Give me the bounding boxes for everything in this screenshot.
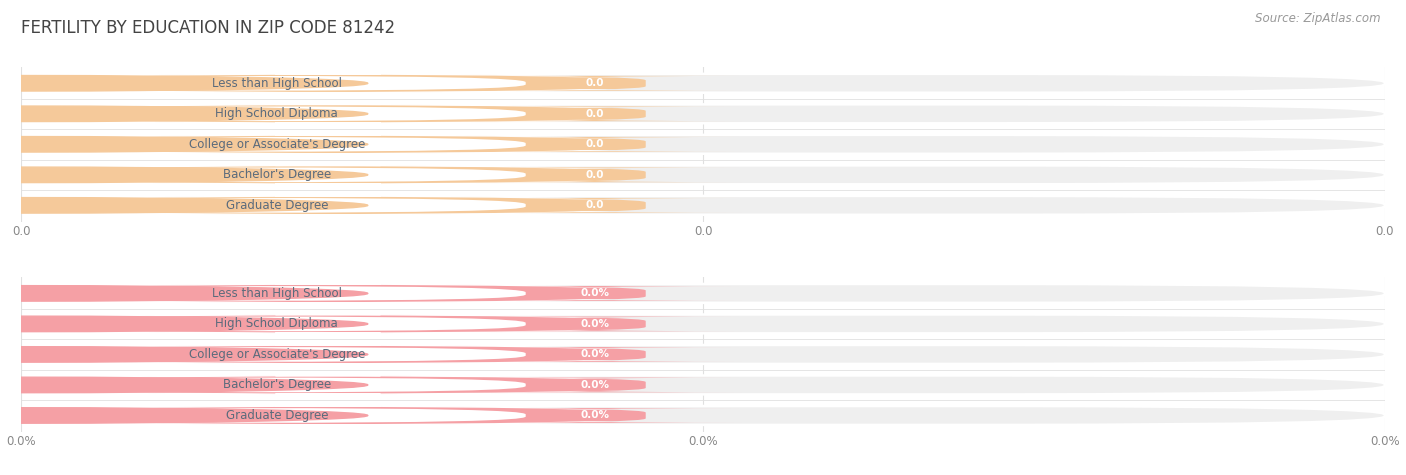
FancyBboxPatch shape — [21, 135, 636, 154]
FancyBboxPatch shape — [21, 196, 1385, 215]
FancyBboxPatch shape — [449, 198, 741, 213]
Text: College or Associate's Degree: College or Associate's Degree — [188, 138, 366, 151]
FancyBboxPatch shape — [28, 198, 526, 213]
FancyBboxPatch shape — [21, 376, 636, 394]
Text: Source: ZipAtlas.com: Source: ZipAtlas.com — [1256, 12, 1381, 25]
FancyBboxPatch shape — [28, 347, 526, 362]
Circle shape — [0, 76, 368, 91]
Circle shape — [0, 347, 368, 362]
Text: Graduate Degree: Graduate Degree — [225, 409, 328, 422]
FancyBboxPatch shape — [28, 106, 526, 121]
Text: 0.0: 0.0 — [585, 170, 603, 180]
FancyBboxPatch shape — [21, 284, 1385, 303]
Circle shape — [0, 408, 368, 423]
Text: Bachelor's Degree: Bachelor's Degree — [222, 168, 330, 181]
Text: 0.0: 0.0 — [585, 109, 603, 119]
FancyBboxPatch shape — [28, 378, 526, 392]
Circle shape — [0, 198, 368, 213]
FancyBboxPatch shape — [21, 165, 636, 184]
FancyBboxPatch shape — [449, 316, 741, 331]
Text: 0.0%: 0.0% — [581, 350, 609, 360]
Circle shape — [0, 136, 368, 152]
FancyBboxPatch shape — [449, 106, 741, 121]
Text: 0.0%: 0.0% — [581, 380, 609, 390]
FancyBboxPatch shape — [449, 378, 741, 392]
FancyBboxPatch shape — [28, 137, 526, 152]
Text: College or Associate's Degree: College or Associate's Degree — [188, 348, 366, 361]
FancyBboxPatch shape — [21, 165, 1385, 184]
Text: High School Diploma: High School Diploma — [215, 107, 339, 120]
FancyBboxPatch shape — [28, 286, 526, 301]
Text: High School Diploma: High School Diploma — [215, 317, 339, 331]
FancyBboxPatch shape — [21, 314, 636, 333]
FancyBboxPatch shape — [449, 137, 741, 152]
FancyBboxPatch shape — [28, 316, 526, 331]
Text: 0.0: 0.0 — [585, 139, 603, 149]
FancyBboxPatch shape — [21, 376, 1385, 394]
FancyBboxPatch shape — [21, 135, 1385, 154]
FancyBboxPatch shape — [21, 104, 636, 123]
Text: Less than High School: Less than High School — [212, 77, 342, 90]
FancyBboxPatch shape — [449, 347, 741, 362]
FancyBboxPatch shape — [21, 74, 636, 93]
FancyBboxPatch shape — [21, 74, 1385, 93]
Text: Less than High School: Less than High School — [212, 287, 342, 300]
FancyBboxPatch shape — [21, 406, 636, 425]
FancyBboxPatch shape — [28, 408, 526, 423]
Circle shape — [0, 377, 368, 393]
Text: 0.0: 0.0 — [585, 78, 603, 88]
FancyBboxPatch shape — [21, 345, 1385, 364]
FancyBboxPatch shape — [449, 76, 741, 91]
FancyBboxPatch shape — [21, 314, 1385, 333]
FancyBboxPatch shape — [449, 168, 741, 182]
Text: 0.0%: 0.0% — [581, 410, 609, 420]
Text: 0.0%: 0.0% — [581, 319, 609, 329]
FancyBboxPatch shape — [21, 196, 636, 215]
FancyBboxPatch shape — [21, 284, 636, 303]
Text: 0.0: 0.0 — [585, 200, 603, 210]
FancyBboxPatch shape — [449, 286, 741, 301]
Circle shape — [0, 285, 368, 301]
FancyBboxPatch shape — [449, 408, 741, 423]
Text: Bachelor's Degree: Bachelor's Degree — [222, 379, 330, 391]
Text: 0.0%: 0.0% — [581, 288, 609, 298]
Text: Graduate Degree: Graduate Degree — [225, 199, 328, 212]
Circle shape — [0, 316, 368, 332]
Text: FERTILITY BY EDUCATION IN ZIP CODE 81242: FERTILITY BY EDUCATION IN ZIP CODE 81242 — [21, 19, 395, 37]
FancyBboxPatch shape — [28, 76, 526, 91]
FancyBboxPatch shape — [21, 104, 1385, 123]
FancyBboxPatch shape — [21, 406, 1385, 425]
Circle shape — [0, 106, 368, 122]
FancyBboxPatch shape — [28, 168, 526, 182]
FancyBboxPatch shape — [21, 345, 636, 364]
Circle shape — [0, 167, 368, 182]
